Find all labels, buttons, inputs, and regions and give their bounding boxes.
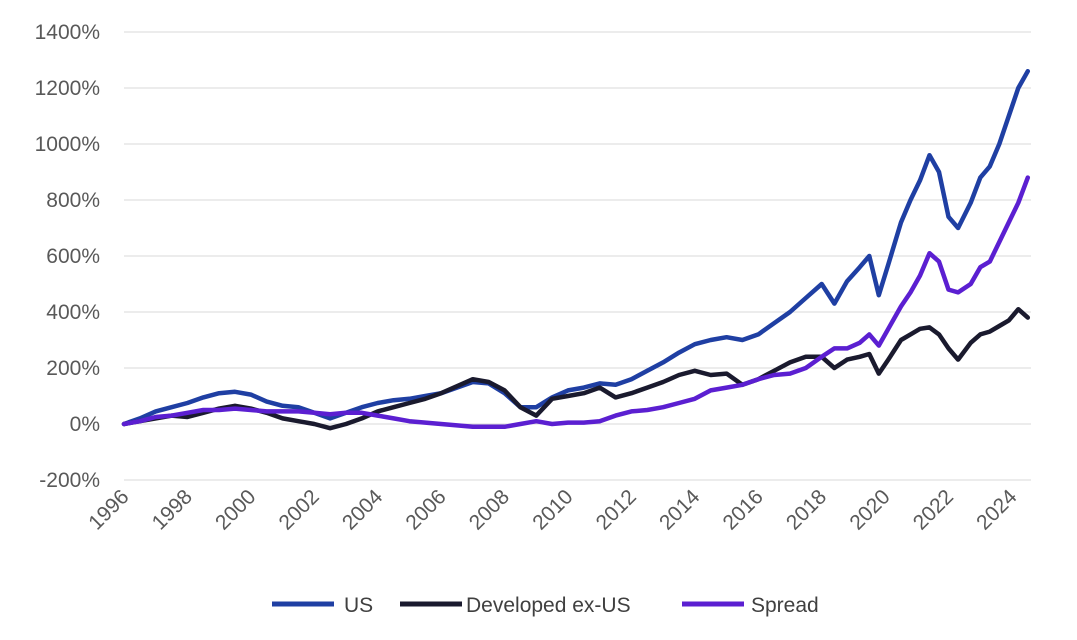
x-tick-label: 2022 bbox=[909, 485, 958, 534]
series-line-developed-ex-us bbox=[121, 306, 1031, 431]
legend-label: US bbox=[344, 594, 373, 617]
series-line-spread bbox=[121, 175, 1031, 430]
series-lines bbox=[121, 68, 1031, 431]
y-tick-label: 1400% bbox=[35, 21, 100, 44]
x-tick-label: 2008 bbox=[465, 485, 514, 534]
x-tick-label: 2012 bbox=[592, 485, 641, 534]
x-axis: 1996 1998 2000 2002 2004 2006 2008 2010 2012 2014… bbox=[84, 485, 1021, 535]
x-tick-label: 1998 bbox=[148, 485, 197, 534]
legend: US Developed ex-US Spread bbox=[272, 594, 819, 617]
x-tick-label: 2020 bbox=[845, 485, 894, 534]
x-tick-label: 2014 bbox=[655, 485, 705, 535]
x-tick-label: 2016 bbox=[719, 485, 768, 534]
x-tick-label: 1996 bbox=[84, 485, 133, 534]
legend-label: Spread bbox=[751, 594, 819, 617]
y-tick-label: 200% bbox=[46, 357, 100, 380]
x-tick-label: 2010 bbox=[528, 485, 577, 534]
y-tick-label: 800% bbox=[46, 189, 100, 212]
x-tick-label: 2018 bbox=[782, 485, 831, 534]
series-line-us bbox=[121, 68, 1031, 427]
x-tick-label: 2024 bbox=[972, 485, 1022, 535]
y-tick-label: -200% bbox=[39, 469, 100, 492]
x-tick-label: 2004 bbox=[338, 485, 388, 535]
y-tick-label: 0% bbox=[70, 413, 100, 436]
x-tick-label: 2006 bbox=[401, 485, 450, 534]
y-tick-label: 400% bbox=[46, 301, 100, 324]
y-tick-label: 600% bbox=[46, 245, 100, 268]
x-tick-label: 2000 bbox=[211, 485, 260, 534]
y-tick-label: 1000% bbox=[35, 133, 100, 156]
y-axis: -200% 0% 200% 400% 600% 800% 1000% 1200% 1400% bbox=[35, 21, 100, 492]
legend-label: Developed ex-US bbox=[466, 594, 631, 617]
gridlines bbox=[124, 31, 1031, 481]
y-tick-label: 1200% bbox=[35, 77, 100, 100]
x-tick-label: 2002 bbox=[275, 485, 324, 534]
